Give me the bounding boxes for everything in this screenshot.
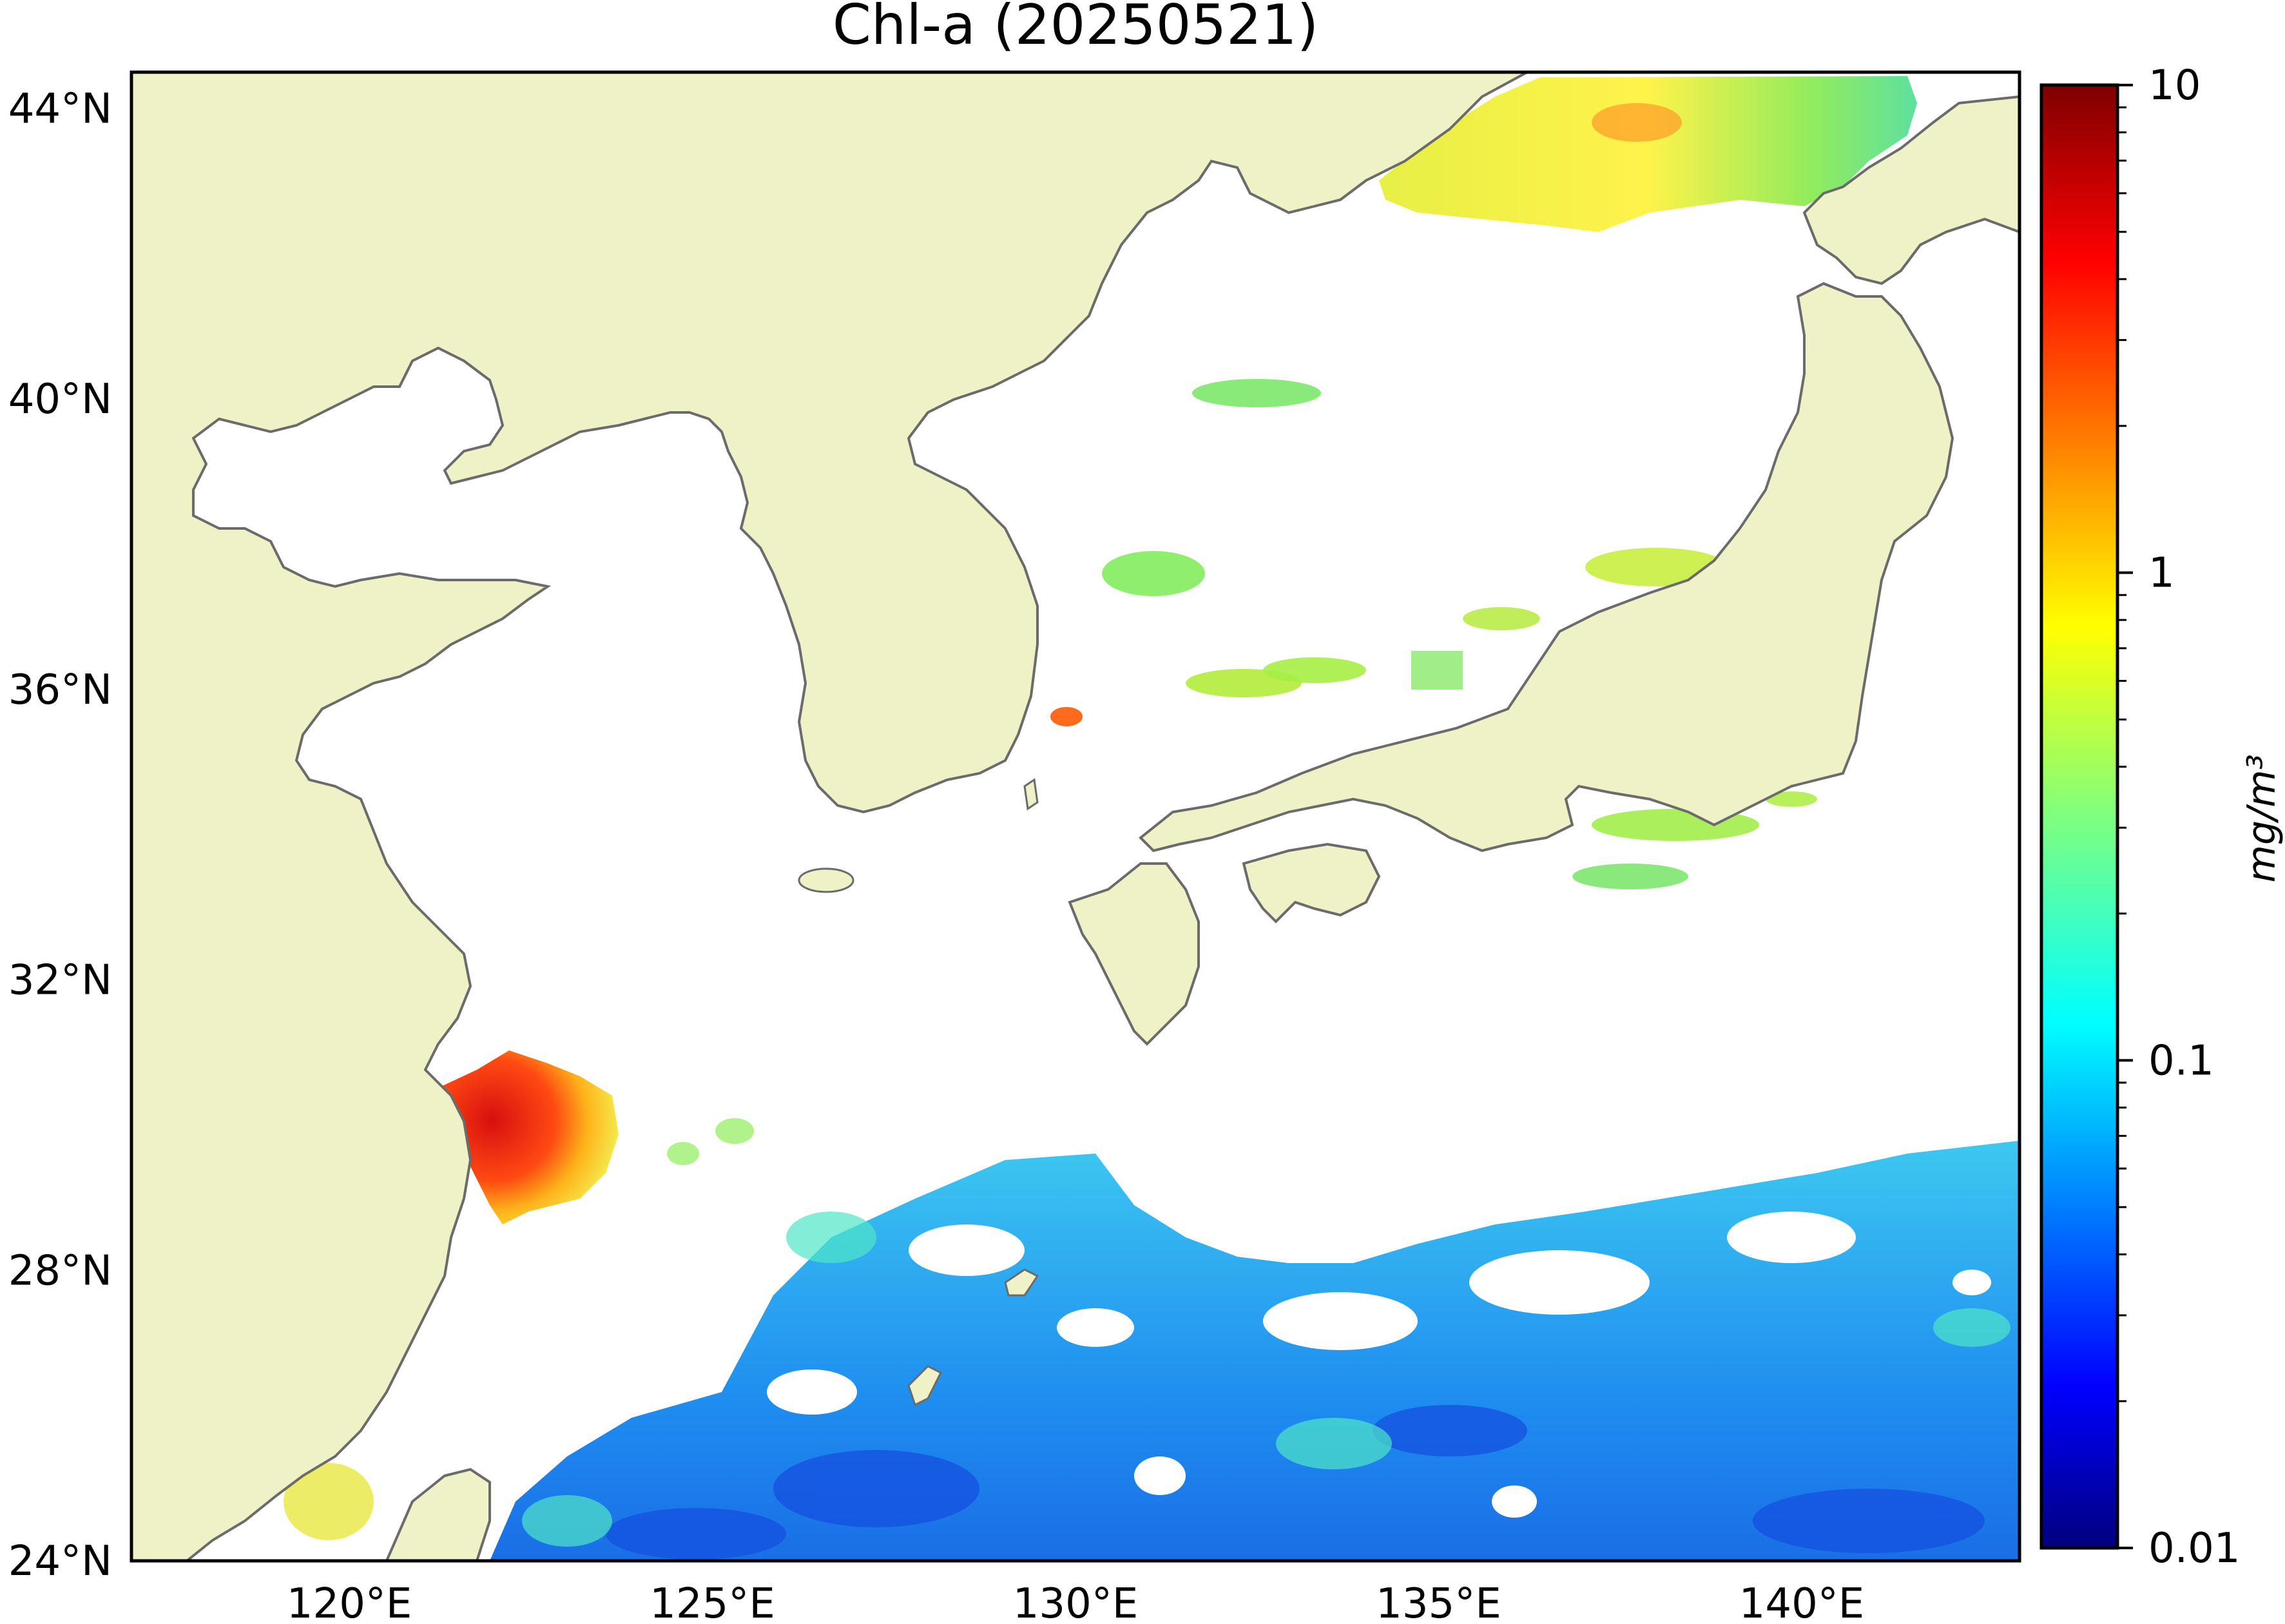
land-hokkaido [1802, 95, 2020, 285]
lon-tick-label: 135°E [1376, 1580, 1501, 1624]
latitude-labels: 44°N 40°N 36°N 32°N 28°N 24°N [8, 85, 112, 1585]
land-asia-mainland [131, 72, 1528, 1561]
longitude-labels: 120°E 125°E 130°E 135°E 140°E [287, 1580, 1864, 1624]
colorbar-units-label: mg/m³ [2239, 754, 2284, 882]
land-tsushima [1023, 778, 1039, 811]
land-amami [1004, 1268, 1039, 1297]
chl-taiwan-patch [284, 1463, 374, 1540]
lon-tick-label: 140°E [1739, 1580, 1865, 1624]
lat-tick-label: 32°N [8, 957, 112, 1005]
chl-low-patches [606, 1405, 1985, 1560]
lat-tick-label: 40°N [8, 376, 112, 423]
lat-tick-label: 28°N [8, 1247, 112, 1295]
chl-yangtze-plume [438, 1050, 619, 1224]
land [131, 72, 2020, 1561]
land-okinawa [907, 1365, 943, 1407]
chl-japan-sea-patches [1050, 379, 1817, 889]
land-shikoku [1242, 842, 1381, 923]
colorbar: 10 1 0.1 0.01 mg/m³ [2039, 62, 2284, 1572]
lat-tick-label: 44°N [8, 85, 112, 133]
lat-tick-label: 24°N [8, 1538, 112, 1585]
chl-bloom-hotspot [1592, 103, 1682, 142]
lat-tick-label: 36°N [8, 666, 112, 714]
colorbar-tick-label: 10 [2148, 62, 2201, 110]
lon-tick-label: 130°E [1013, 1580, 1139, 1624]
colorbar-tick-label: 0.1 [2148, 1037, 2214, 1085]
cloud-gaps [767, 1212, 1991, 1518]
map-panel [131, 72, 2020, 1561]
colorbar-gradient [2039, 83, 2119, 1550]
land-kyushu [1068, 862, 1200, 1046]
land-jeju [798, 867, 854, 893]
colorbar-ticks: 10 1 0.1 0.01 [2117, 62, 2241, 1572]
land-taiwan [385, 1467, 491, 1561]
chl-bloom-north [1379, 76, 1917, 232]
land-honshu [1139, 282, 1954, 853]
map-title: Chl-a (20250521) [833, 0, 1318, 57]
chl-mid-patches [522, 1212, 2010, 1547]
lon-tick-label: 125°E [650, 1580, 775, 1624]
colorbar-tick-label: 1 [2148, 550, 2175, 597]
lon-tick-label: 120°E [287, 1580, 412, 1624]
map-frame [130, 70, 2021, 1563]
chl-plume-fringe [667, 1118, 754, 1165]
colorbar-tick-label: 0.01 [2148, 1525, 2241, 1572]
